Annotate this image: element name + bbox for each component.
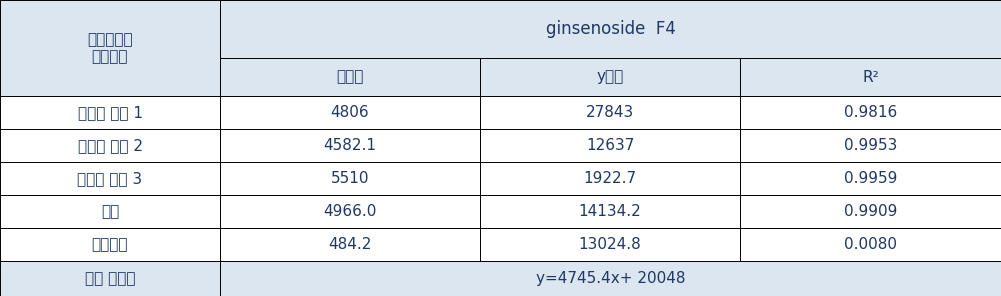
Bar: [0, 162, 220, 195]
Bar: [0, 129, 220, 162]
Text: 12637: 12637: [586, 138, 635, 153]
Text: 직선성 시험 1: 직선성 시험 1: [77, 105, 142, 120]
Bar: [480, 58, 740, 96]
Bar: [740, 96, 1001, 129]
Bar: [740, 195, 1001, 228]
Text: 4582.1: 4582.1: [323, 138, 376, 153]
Text: 0.9909: 0.9909: [844, 204, 897, 219]
Bar: [220, 195, 480, 228]
Bar: [0, 228, 220, 261]
Bar: [480, 96, 740, 129]
Text: 평균: 평균: [101, 204, 119, 219]
Bar: [480, 162, 740, 195]
Bar: [740, 58, 1001, 96]
Text: 4966.0: 4966.0: [323, 204, 376, 219]
Bar: [0, 0, 220, 96]
Bar: [480, 129, 740, 162]
Text: 5510: 5510: [330, 171, 369, 186]
Text: 직선성시험
종합결과: 직선성시험 종합결과: [87, 32, 133, 64]
Bar: [220, 162, 480, 195]
Bar: [220, 58, 480, 96]
Bar: [740, 129, 1001, 162]
Text: y절편: y절편: [597, 70, 624, 84]
Bar: [480, 228, 740, 261]
Text: 직선성 시험 2: 직선성 시험 2: [77, 138, 142, 153]
Text: 13024.8: 13024.8: [579, 237, 642, 252]
Text: ginsenoside  F4: ginsenoside F4: [546, 20, 676, 38]
Bar: [740, 228, 1001, 261]
Text: 0.9816: 0.9816: [844, 105, 897, 120]
Text: 0.9953: 0.9953: [844, 138, 897, 153]
Bar: [0, 96, 220, 129]
Text: 484.2: 484.2: [328, 237, 371, 252]
Text: 14134.2: 14134.2: [579, 204, 642, 219]
Text: 직선성 시험 3: 직선성 시험 3: [77, 171, 142, 186]
Bar: [740, 162, 1001, 195]
Text: 1922.7: 1922.7: [584, 171, 637, 186]
Text: 표준편차: 표준편차: [92, 237, 128, 252]
Text: 27843: 27843: [586, 105, 634, 120]
Bar: [0, 195, 220, 228]
Bar: [480, 195, 740, 228]
Bar: [220, 261, 1001, 296]
Bar: [220, 129, 480, 162]
Text: 0.9959: 0.9959: [844, 171, 897, 186]
Bar: [0, 261, 220, 296]
Text: 종합 검량선: 종합 검량선: [85, 271, 135, 286]
Bar: [220, 228, 480, 261]
Bar: [220, 0, 1001, 58]
Text: R²: R²: [862, 70, 879, 84]
Bar: [220, 96, 480, 129]
Text: 0.0080: 0.0080: [844, 237, 897, 252]
Text: y=4745.4x+ 20048: y=4745.4x+ 20048: [536, 271, 686, 286]
Text: 기울기: 기울기: [336, 70, 363, 84]
Text: 4806: 4806: [330, 105, 369, 120]
